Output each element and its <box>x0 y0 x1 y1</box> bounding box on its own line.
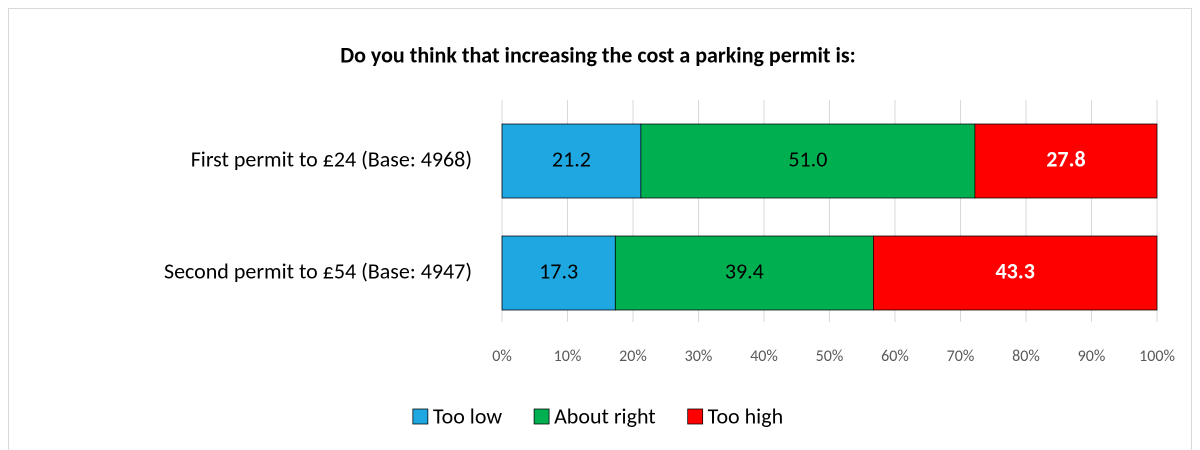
legend-label: Too low <box>433 402 503 429</box>
value-label: 17.3 <box>539 257 578 284</box>
x-tick-label: 60% <box>881 347 909 366</box>
x-tick-label: 50% <box>816 347 844 366</box>
chart-title: Do you think that increasing the cost a … <box>340 41 856 68</box>
x-tick-label: 10% <box>554 347 582 366</box>
bar-segment <box>501 235 616 311</box>
x-tick-label: 0% <box>492 347 512 366</box>
x-tick-label: 90% <box>1078 347 1106 366</box>
x-tick-label: 70% <box>947 347 975 366</box>
x-tick-label: 20% <box>619 347 647 366</box>
category-label: First permit to £24 (Base: 4968) <box>191 145 472 172</box>
legend-swatch <box>533 408 550 425</box>
bar-segment <box>873 235 1158 311</box>
x-tick-label: 80% <box>1012 347 1040 366</box>
bar-segment <box>614 235 874 311</box>
category-label: Second permit to £54 (Base: 4947) <box>164 257 472 284</box>
bar-segment <box>974 123 1158 199</box>
legend-swatch <box>412 408 429 425</box>
value-label: 43.3 <box>996 257 1035 284</box>
legend-swatch <box>687 408 704 425</box>
x-tick-label: 40% <box>750 347 778 366</box>
value-label: 51.0 <box>788 145 827 172</box>
chart-border <box>8 8 1192 450</box>
value-label: 39.4 <box>725 257 764 284</box>
value-label: 27.8 <box>1046 145 1085 172</box>
value-label: 21.2 <box>552 145 591 172</box>
bar-segment <box>640 123 976 199</box>
legend-label: Too high <box>708 402 783 429</box>
x-tick-label: 30% <box>685 347 713 366</box>
legend-label: About right <box>554 402 656 429</box>
bar-segment <box>501 123 642 199</box>
x-tick-label: 100% <box>1139 347 1175 366</box>
